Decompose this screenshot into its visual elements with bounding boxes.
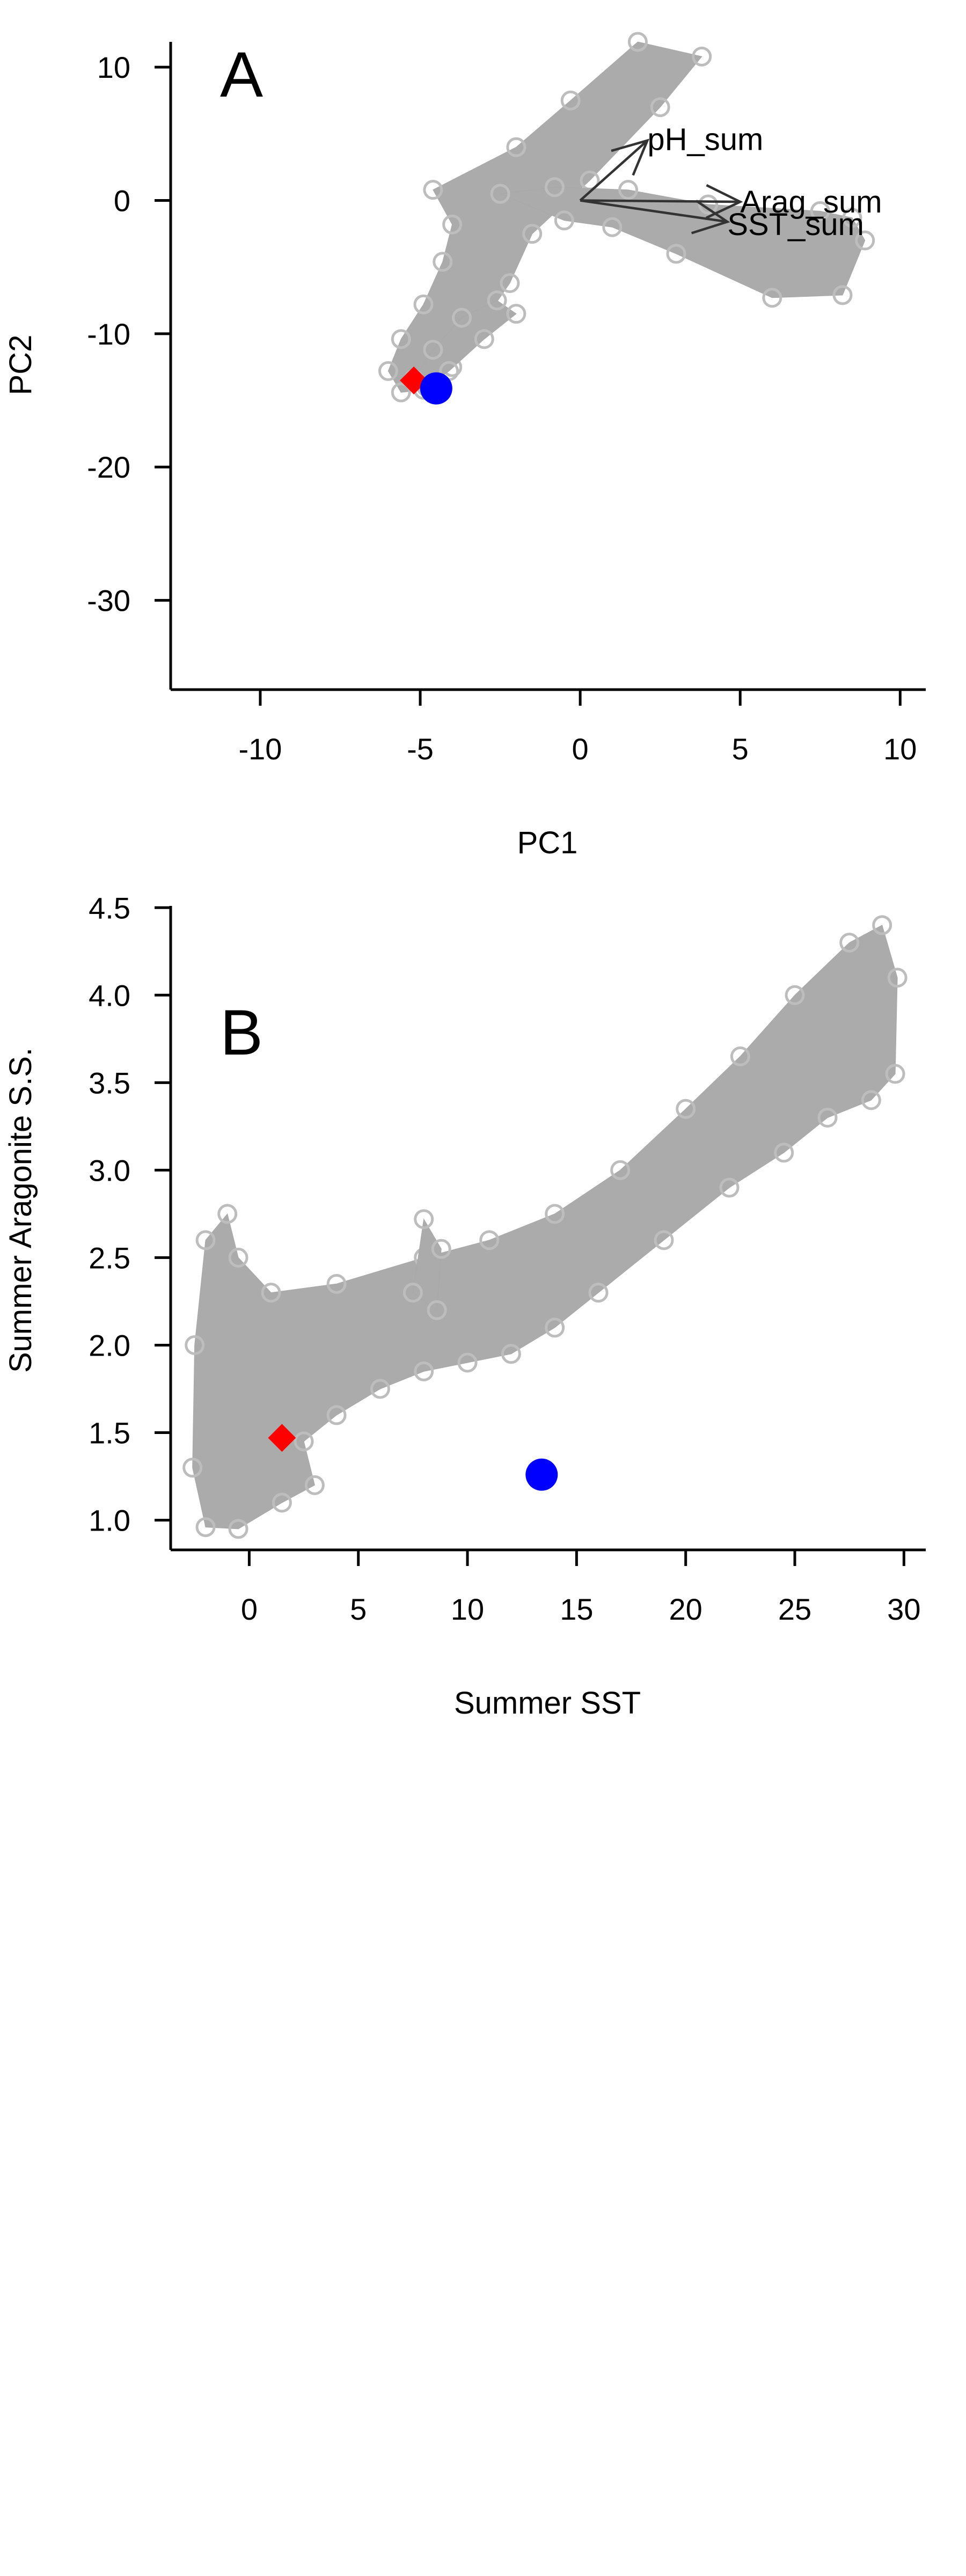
x-tick-label: -10 xyxy=(238,732,282,766)
y-tick-label: 3.0 xyxy=(89,1153,130,1187)
y-axis-title: Summer Aragonite S.S. xyxy=(3,1048,38,1373)
y-tick-label: -20 xyxy=(87,450,130,484)
y-tick-label: 0 xyxy=(114,184,130,218)
loading-label: SST_sum xyxy=(727,207,864,242)
blue-circle-point xyxy=(420,372,452,405)
blue-circle-point xyxy=(525,1459,558,1491)
panel-label: B xyxy=(220,997,263,1069)
y-tick-label: 10 xyxy=(97,50,130,84)
y-tick-label: -10 xyxy=(87,317,130,351)
x-tick-label: 15 xyxy=(560,1592,593,1626)
background-point-region xyxy=(193,925,897,1529)
y-tick-label: 1.0 xyxy=(89,1504,130,1538)
x-tick-label: 5 xyxy=(732,732,749,766)
y-tick-label: 2.5 xyxy=(89,1241,130,1275)
y-tick-label: -30 xyxy=(87,584,130,618)
loading-label: pH_sum xyxy=(647,122,763,157)
x-tick-label: -5 xyxy=(407,732,434,766)
y-tick-label: 4.0 xyxy=(89,978,130,1012)
x-tick-label: 25 xyxy=(778,1592,811,1626)
x-tick-label: 20 xyxy=(669,1592,702,1626)
y-axis-title: PC2 xyxy=(3,335,38,396)
loading-arrow xyxy=(580,201,740,202)
panel-b: 0 5 10 15 20 25 30 1.0 1.5 2.0 2.5 3.0 3.5 4.0 4.5 B S… xyxy=(3,891,926,1721)
x-tick-label: 5 xyxy=(350,1592,367,1626)
x-tick-label: 0 xyxy=(572,732,589,766)
x-tick-label: 10 xyxy=(883,732,917,766)
x-axis-title: PC1 xyxy=(517,825,578,860)
y-tick-label: 3.5 xyxy=(89,1066,130,1100)
x-tick-label: 30 xyxy=(887,1592,920,1626)
x-tick-label: 0 xyxy=(241,1592,258,1626)
y-tick-label: 1.5 xyxy=(89,1416,130,1450)
x-axis-title: Summer SST xyxy=(454,1686,641,1721)
y-tick-label: 4.5 xyxy=(89,891,130,925)
y-tick-label: 2.0 xyxy=(89,1328,130,1362)
x-tick-label: 10 xyxy=(451,1592,484,1626)
background-point-cloud xyxy=(184,917,906,1538)
panel-label: A xyxy=(220,39,263,111)
axes: -10 -5 0 5 10 -30 -20 -10 0 10 xyxy=(87,42,926,766)
